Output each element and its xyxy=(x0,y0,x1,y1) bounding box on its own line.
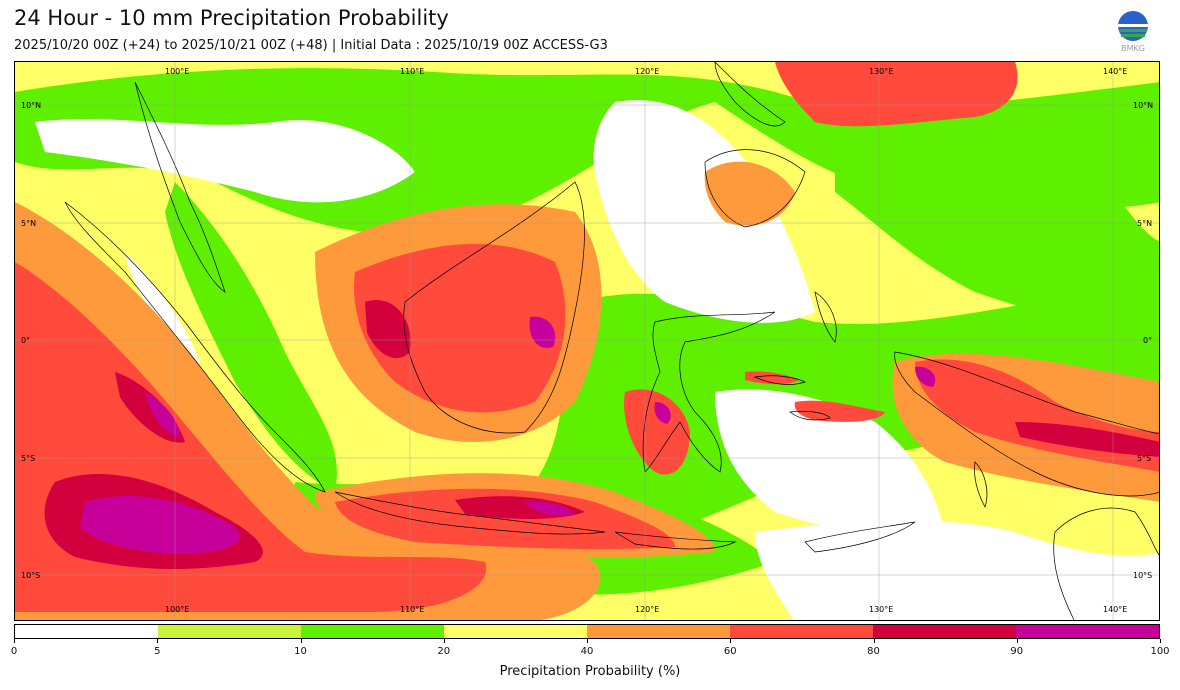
coastlines xyxy=(64,62,1159,620)
lon-label-bottom-120: 120°E xyxy=(635,605,660,614)
lat-label-left-5n: 5°N xyxy=(21,219,37,228)
field-60-80-philippines xyxy=(775,62,1018,127)
lat-label-right-10n: 10°N xyxy=(1133,101,1154,110)
colorbar-tick-label: 10 xyxy=(294,646,307,657)
colorbar-bin-80-90 xyxy=(873,625,1016,638)
lon-label-top-120: 120°E xyxy=(635,67,660,76)
field-40-60-mindanao xyxy=(704,161,795,226)
colorbar-bin-40-60 xyxy=(587,625,730,638)
coast-buru xyxy=(789,410,831,421)
coast-sulawesi xyxy=(642,311,776,473)
lon-label-bottom-130: 130°E xyxy=(869,605,894,614)
colorbar-tickmark xyxy=(1016,639,1018,643)
lat-label-right-5s: 5°S xyxy=(1137,454,1152,463)
lat-label-left-10s: 10°S xyxy=(21,571,41,580)
field-60-80-java xyxy=(335,488,675,550)
field-0-5-timor xyxy=(755,520,1159,620)
lon-label-bottom-140: 140°E xyxy=(1103,605,1128,614)
field-90-100-papua xyxy=(915,366,936,387)
lat-label-right-10s: 10°S xyxy=(1133,571,1153,580)
colorbar-tick-label: 100 xyxy=(1150,646,1170,657)
colorbar-tickmark xyxy=(443,639,445,643)
chart-subtitle: 2025/10/20 00Z (+24) to 2025/10/21 00Z (… xyxy=(14,38,608,53)
bmkg-logo: BMKG xyxy=(1118,11,1148,53)
field-60-80-seram xyxy=(745,371,800,385)
colorbar-label: Precipitation Probability (%) xyxy=(499,664,681,679)
field-80-90-borneo xyxy=(365,300,411,359)
coast-mindanao xyxy=(704,149,806,228)
coast-halmahera xyxy=(814,291,837,343)
colorbar-tickmark xyxy=(730,639,732,643)
colorbar xyxy=(14,624,1160,639)
field-90-100-indian xyxy=(80,496,240,554)
field-0-5-sulawesisea xyxy=(593,100,815,323)
field-90-100-sulawesi xyxy=(654,402,671,424)
lat-label-left-5s: 5°S xyxy=(21,454,36,463)
colorbar-bin-20-40 xyxy=(444,625,587,638)
field-60-80-borneo xyxy=(354,243,566,413)
chart-title: 24 Hour - 10 mm Precipitation Probabilit… xyxy=(14,6,449,30)
coast-aru xyxy=(974,461,988,508)
colorbar-tickmark xyxy=(14,639,15,643)
lon-label-bottom-110: 110°E xyxy=(400,605,425,614)
colorbar-tick-label: 20 xyxy=(437,646,451,657)
coast-timor xyxy=(804,521,916,553)
colorbar-tick-label: 0 xyxy=(10,646,18,657)
field-0-5-bandasea xyxy=(715,389,945,536)
lat-label-right-5n: 5°N xyxy=(1137,219,1153,228)
lat-label-right-0: 0° xyxy=(1143,336,1153,345)
field-60-80-sulawesi xyxy=(624,389,690,475)
field-10-20-east xyxy=(835,149,1159,325)
colorbar-tickmark xyxy=(1160,639,1161,643)
colorbar-bin-90-100 xyxy=(1016,625,1159,638)
coast-seram xyxy=(753,375,806,385)
coast-luzon-south xyxy=(714,62,786,127)
colorbar-bin-10-20 xyxy=(301,625,444,638)
lat-label-left-10n: 10°N xyxy=(21,101,42,110)
coast-java xyxy=(334,491,606,535)
colorbar-bin-60-80 xyxy=(730,625,873,638)
colorbar-tickmark xyxy=(873,639,875,643)
field-10-20-sumatra xyxy=(165,182,337,492)
lon-label-top-140: 140°E xyxy=(1103,67,1128,76)
lon-label-top-100: 100°E xyxy=(165,67,190,76)
field-90-100-sumatra-west xyxy=(145,392,180,437)
coast-australia xyxy=(1053,507,1159,620)
coast-papua xyxy=(894,351,1159,497)
colorbar-tick-label: 5 xyxy=(154,646,161,657)
coast-malaya xyxy=(134,81,226,293)
lon-label-top-130: 130°E xyxy=(869,67,894,76)
colorbar-tick-label: 90 xyxy=(1010,646,1024,657)
field-90-100-java xyxy=(525,501,575,516)
lon-label-top-110: 110°E xyxy=(400,67,425,76)
colorbar-tick-label: 40 xyxy=(580,646,594,657)
lon-label-bottom-100: 100°E xyxy=(165,605,190,614)
logo-text: BMKG xyxy=(1121,44,1145,53)
field-0-5-southchinasea xyxy=(35,119,415,203)
colorbar-tickmark xyxy=(157,639,159,643)
coast-borneo xyxy=(403,181,585,434)
colorbar-bin-0-5 xyxy=(15,625,158,638)
colorbar-tick-label: 60 xyxy=(723,646,737,657)
field-0-5-malacca xyxy=(125,252,200,371)
graticule xyxy=(15,62,1159,620)
map-field xyxy=(15,62,1159,620)
lat-label-left-0: 0° xyxy=(21,336,31,345)
colorbar-tickmark xyxy=(300,639,302,643)
coast-nusa xyxy=(614,531,737,550)
precipitation-map: 100°E 110°E 120°E 130°E 140°E 100°E 110°… xyxy=(14,61,1160,621)
field-80-90-papua xyxy=(1015,422,1159,457)
colorbar-bin-5-10 xyxy=(158,625,301,638)
colorbar-tickmark xyxy=(587,639,588,643)
field-60-80-maluku xyxy=(794,400,885,422)
colorbar-tick-label: 80 xyxy=(867,646,880,657)
